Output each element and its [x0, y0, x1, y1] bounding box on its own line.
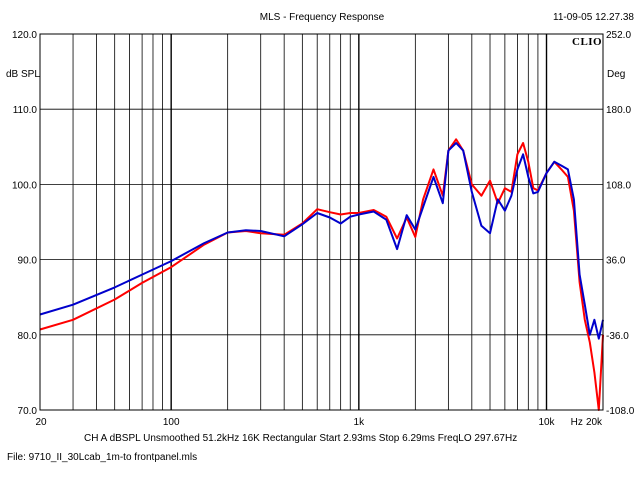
left-tick-label: 70.0 [18, 406, 38, 417]
left-tick-label: 120.0 [12, 30, 37, 41]
plot-frame [39, 33, 604, 411]
left-tick-label: 90.0 [18, 256, 38, 267]
timestamp: 11-09-05 12.27.38 [553, 12, 634, 23]
left-tick-label: 100.0 [12, 180, 37, 191]
right-tick-label: 252.0 [606, 30, 631, 41]
clio-logo: CLIO [572, 36, 603, 48]
left-axis-unit: dB SPL [6, 69, 40, 80]
left-tick-label: 80.0 [18, 331, 38, 342]
traces [39, 138, 604, 411]
x-tick-label: 20k [586, 417, 603, 428]
x-tick-label: Hz [571, 417, 583, 428]
measurement-info: CH A dBSPL Unsmoothed 51.2kHz 16K Rectan… [84, 433, 518, 444]
right-tick-label: 108.0 [606, 180, 631, 191]
chart-title: MLS - Frequency Response [259, 12, 385, 23]
right-tick-label: 36.0 [606, 256, 626, 267]
x-tick-label: 1k [354, 417, 366, 428]
x-tick-label: 10k [538, 417, 555, 428]
chart-grid [40, 34, 603, 410]
right-tick-label: -108.0 [606, 406, 635, 417]
blue-trace [39, 142, 604, 340]
x-tick-label: 100 [163, 417, 180, 428]
tick-labels: 120.0 110.0 100.0 90.0 80.0 70.0 252.0 180.0 108… [12, 30, 635, 428]
right-tick-label: -36.0 [606, 331, 629, 342]
left-tick-label: 110.0 [13, 105, 38, 116]
red-trace [39, 138, 604, 411]
x-tick-label: 20 [35, 417, 47, 428]
file-name: File: 9710_II_30Lcab_1m-to frontpanel.ml… [7, 452, 198, 463]
right-axis-unit: Deg [607, 69, 626, 80]
right-tick-label: 180.0 [606, 105, 631, 116]
